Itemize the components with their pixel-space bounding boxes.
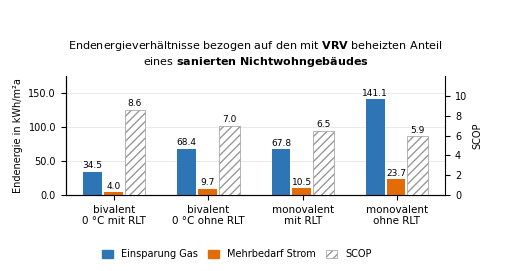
Legend: Einsparung Gas, Mehrbedarf Strom, SCOP: Einsparung Gas, Mehrbedarf Strom, SCOP — [97, 245, 375, 263]
Bar — [292, 188, 311, 195]
Text: 8.6: 8.6 — [127, 99, 142, 108]
Text: 68.4: 68.4 — [176, 138, 196, 147]
Bar — [407, 137, 427, 195]
Text: 9.7: 9.7 — [200, 178, 214, 187]
Bar — [313, 131, 333, 195]
Bar — [124, 110, 145, 195]
Text: 141.1: 141.1 — [362, 89, 387, 98]
Text: 34.5: 34.5 — [82, 161, 102, 170]
Text: 5.9: 5.9 — [410, 126, 424, 135]
Bar — [386, 179, 405, 195]
Y-axis label: Endenergie in kWh/m²a: Endenergie in kWh/m²a — [13, 78, 23, 193]
Text: 6.5: 6.5 — [316, 120, 330, 129]
Text: 10.5: 10.5 — [291, 178, 311, 187]
Bar — [83, 172, 102, 195]
Text: 4.0: 4.0 — [106, 182, 120, 191]
Bar — [104, 192, 122, 195]
Y-axis label: SCOP: SCOP — [472, 122, 482, 149]
Bar — [365, 99, 384, 195]
Title: Endenergieverhältnisse bezogen auf den mit $\mathbf{VRV}$ beheizten Anteil
eines: Endenergieverhältnisse bezogen auf den m… — [68, 39, 442, 69]
Bar — [177, 149, 196, 195]
Text: 67.8: 67.8 — [270, 138, 290, 148]
Text: 23.7: 23.7 — [385, 169, 405, 178]
Text: 7.0: 7.0 — [222, 115, 236, 124]
Bar — [197, 189, 217, 195]
Bar — [271, 149, 290, 195]
Bar — [218, 125, 239, 195]
